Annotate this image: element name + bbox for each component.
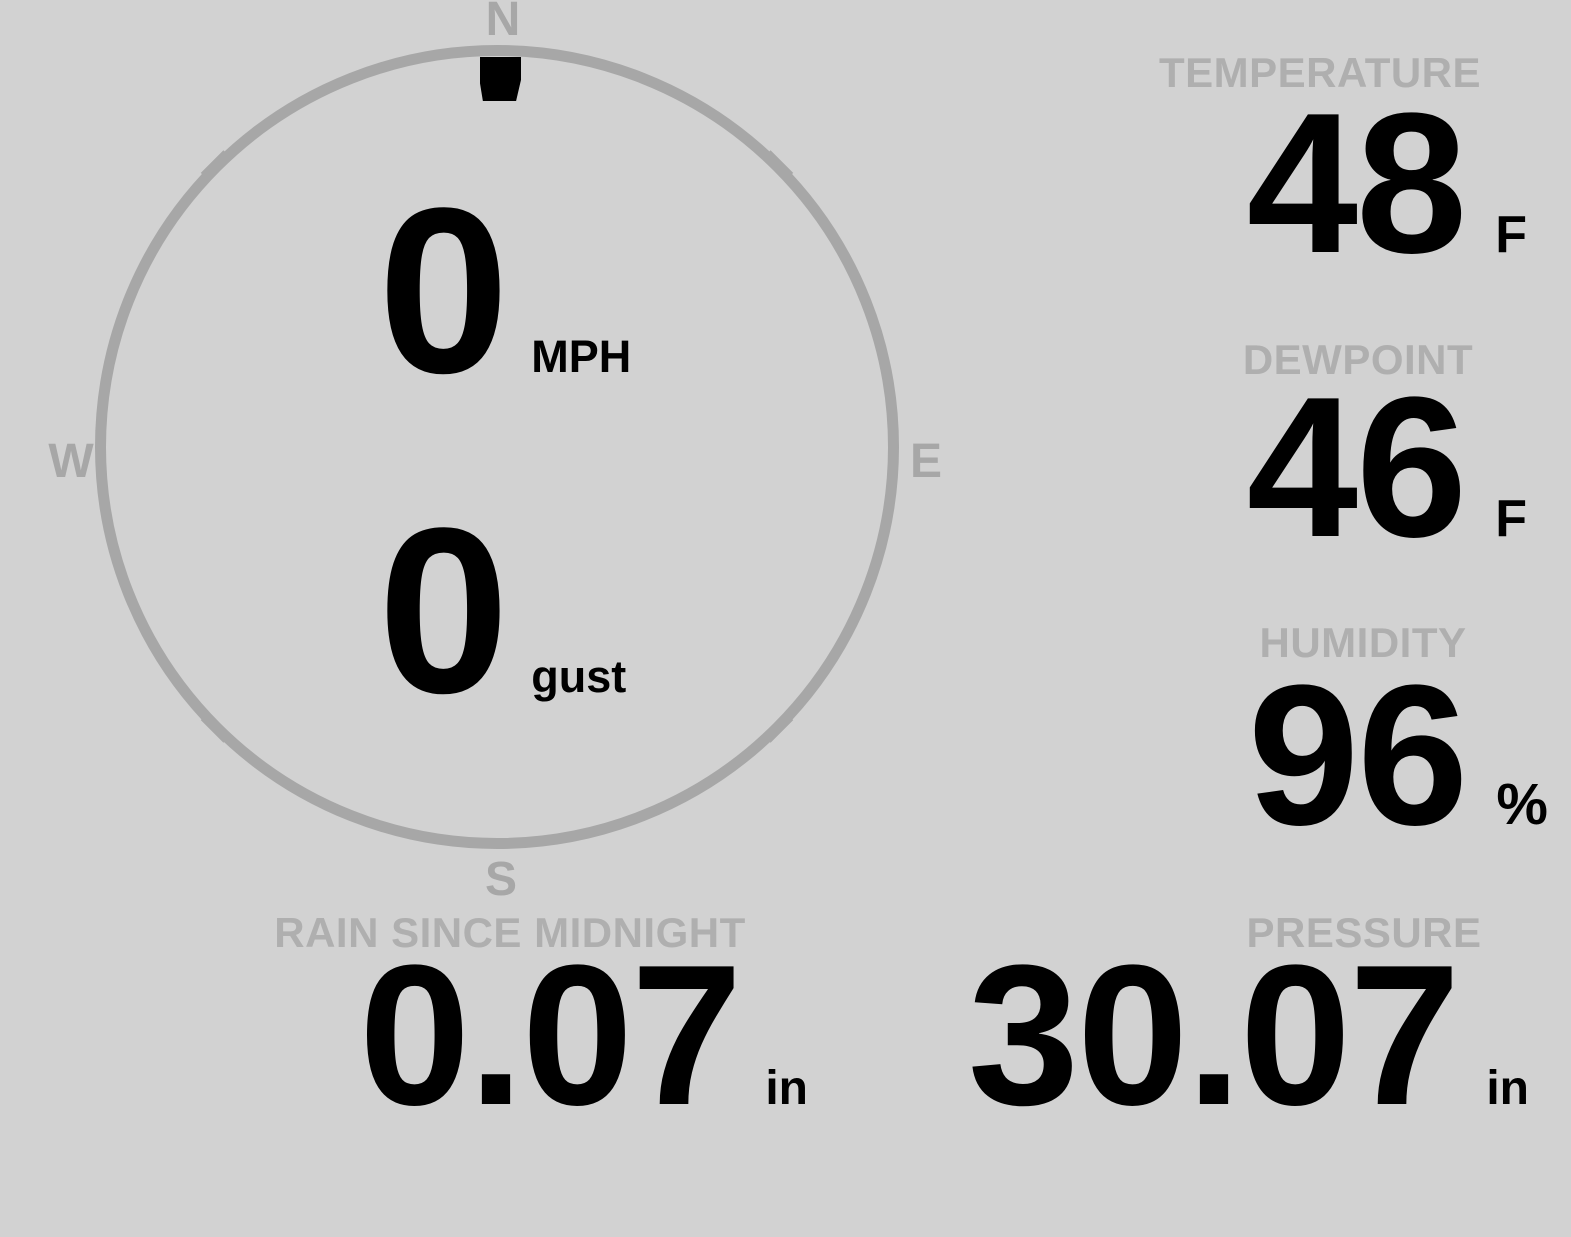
compass-label-east: E bbox=[909, 435, 943, 488]
wind-direction-marker-icon bbox=[480, 57, 521, 101]
wind-gust-value: 0 bbox=[378, 479, 509, 743]
temperature-label: TEMPERATURE bbox=[1158, 49, 1482, 96]
rain-since-midnight-value: 0.07 bbox=[359, 924, 742, 1147]
compass-label-north: N bbox=[485, 0, 521, 46]
compass-label-south: S bbox=[484, 853, 518, 906]
pressure-value: 30.07 bbox=[967, 924, 1460, 1147]
dewpoint-label: DEWPOINT bbox=[1242, 336, 1474, 383]
temperature-unit: F bbox=[1495, 206, 1527, 264]
rain-since-midnight-label: RAIN SINCE MIDNIGHT bbox=[274, 909, 746, 956]
wind-gust-unit: gust bbox=[531, 651, 627, 702]
dewpoint-unit: F bbox=[1495, 490, 1527, 548]
temperature-row: 48 F bbox=[1247, 84, 1527, 284]
humidity-unit: % bbox=[1496, 772, 1548, 837]
humidity-value: 96 bbox=[1247, 644, 1468, 867]
wind-gust-row: 0 gust bbox=[378, 493, 626, 729]
compass-label-west: W bbox=[48, 435, 94, 488]
humidity-label: HUMIDITY bbox=[1259, 619, 1467, 666]
compass-ring bbox=[95, 45, 899, 849]
dewpoint-value: 46 bbox=[1246, 356, 1467, 579]
dewpoint-row: 46 F bbox=[1247, 368, 1527, 568]
rain-since-midnight-unit: in bbox=[765, 1062, 808, 1115]
temperature-value: 48 bbox=[1246, 72, 1467, 295]
rain-since-midnight-row: 0.07 in bbox=[359, 936, 808, 1136]
humidity-row: 96 % bbox=[1248, 656, 1548, 856]
pressure-row: 30.07 in bbox=[968, 936, 1529, 1136]
wind-speed-unit: MPH bbox=[531, 331, 632, 382]
pressure-unit: in bbox=[1486, 1062, 1529, 1115]
wind-speed-value: 0 bbox=[378, 159, 509, 423]
wind-speed-row: 0 MPH bbox=[378, 173, 631, 409]
pressure-label: PRESSURE bbox=[1246, 909, 1482, 956]
